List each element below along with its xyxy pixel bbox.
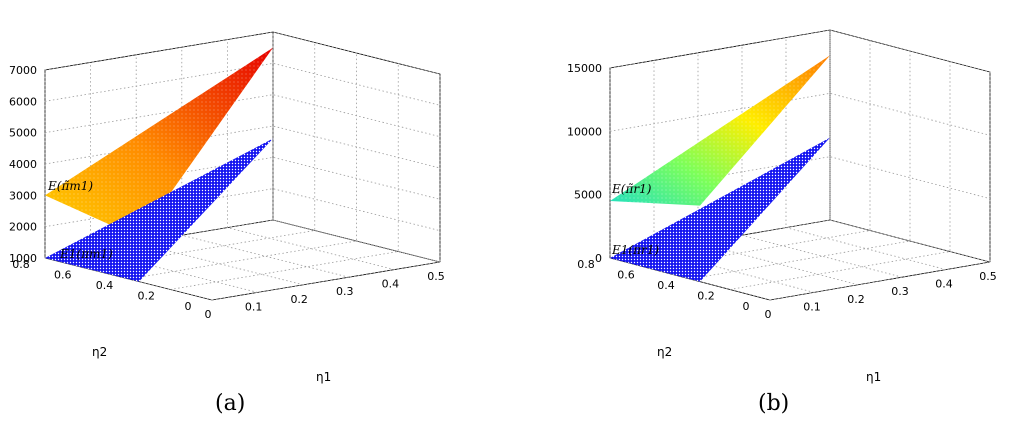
y-tick-label: 0.8 xyxy=(577,258,595,271)
y-tick-label: 0 xyxy=(743,300,750,313)
x-gridline xyxy=(181,47,349,278)
z-gridline xyxy=(609,92,991,136)
x-tick-label: 0.2 xyxy=(847,293,865,306)
lower-surface xyxy=(610,137,830,282)
panel-a-caption: (a) xyxy=(215,391,245,416)
x-gridline xyxy=(272,32,441,263)
x-tick-label: 0.4 xyxy=(382,278,400,291)
panel-a-upper-surface-label: E(π̃m1) xyxy=(47,179,93,193)
y-tick-label: 0.6 xyxy=(54,269,72,282)
panel-b-y-axis-label: η2 xyxy=(657,345,672,359)
x-tick-label: 0.3 xyxy=(336,285,354,298)
z-gridline xyxy=(44,94,441,138)
x-tick-label: 0 xyxy=(205,308,212,321)
x-tick-label: 0.1 xyxy=(245,300,263,313)
panel-b-caption: (b) xyxy=(758,391,789,416)
x-tick-label: 0.3 xyxy=(891,285,909,298)
y-tick-label: 0.4 xyxy=(657,279,675,292)
y-tick-label: 0.4 xyxy=(96,279,114,292)
z-tick-label: 6000 xyxy=(9,95,37,108)
panel-a-surfaces xyxy=(45,47,273,282)
x-tick-label: 0 xyxy=(765,308,772,321)
panel-b-x-axis-label: η1 xyxy=(866,370,881,384)
panel-a-lower-surface-label: E1(πm1) xyxy=(59,247,113,261)
z-gridline xyxy=(44,31,441,75)
z-tick-label: 4000 xyxy=(9,158,37,171)
z-tick-label: 10000 xyxy=(567,125,602,138)
upper-surface-mesh xyxy=(45,47,273,238)
z-tick-label: 15000 xyxy=(567,62,602,75)
y-tick-label: 0 xyxy=(185,300,192,313)
x-tick-label: 0.5 xyxy=(427,270,445,283)
x-tick-label: 0.5 xyxy=(979,270,997,283)
x-tick-label: 0.4 xyxy=(935,278,953,291)
y-tick-label: 0.6 xyxy=(617,269,635,282)
y-tick-label: 0.2 xyxy=(138,290,156,303)
x-gridline xyxy=(829,30,991,263)
z-tick-label: 7000 xyxy=(9,64,37,77)
z-tick-label: 0 xyxy=(595,252,602,265)
z-gridline xyxy=(609,29,991,73)
y-gridline xyxy=(170,63,399,290)
y-tick-label: 0.2 xyxy=(697,290,715,303)
panel-a-x-axis-label: η1 xyxy=(316,370,331,384)
upper-surface-mesh xyxy=(610,55,830,206)
panel-b-surfaces xyxy=(610,55,830,282)
y-gridline xyxy=(128,53,357,280)
panel-a-ticks: 1000 2000 3000 4000 5000 6000 7000 0 0.2 0.4 0.6 0.… xyxy=(9,64,445,321)
lower-surface xyxy=(45,138,273,282)
panel-b: 05000100001500000.20.40.60.800.10.20.30.… xyxy=(567,29,997,416)
panel-b-upper-surface-label: E(π̃r1) xyxy=(611,182,652,196)
y-gridline xyxy=(769,72,991,301)
z-tick-label: 2000 xyxy=(9,221,37,234)
z-tick-label: 5000 xyxy=(9,127,37,140)
x-tick-label: 0.2 xyxy=(290,293,308,306)
panel-b-ticks: 05000100001500000.20.40.60.800.10.20.30.… xyxy=(567,62,997,321)
y-gridline xyxy=(211,74,441,301)
panel-a-y-axis-label: η2 xyxy=(92,345,107,359)
z-tick-label: 1000 xyxy=(9,252,37,265)
x-tick-label: 0.1 xyxy=(803,300,821,313)
y-tick-label: 0.8 xyxy=(12,258,30,271)
x-gridline xyxy=(741,45,903,278)
z-tick-label: 5000 xyxy=(574,189,602,202)
panel-b-lower-surface-label: E1(πr1) xyxy=(611,243,659,257)
z-tick-label: 3000 xyxy=(9,189,37,202)
z-gridline xyxy=(44,62,441,106)
panel-a: 1000 2000 3000 4000 5000 6000 7000 0 0.2 0.4 0.6 0.… xyxy=(9,31,445,416)
